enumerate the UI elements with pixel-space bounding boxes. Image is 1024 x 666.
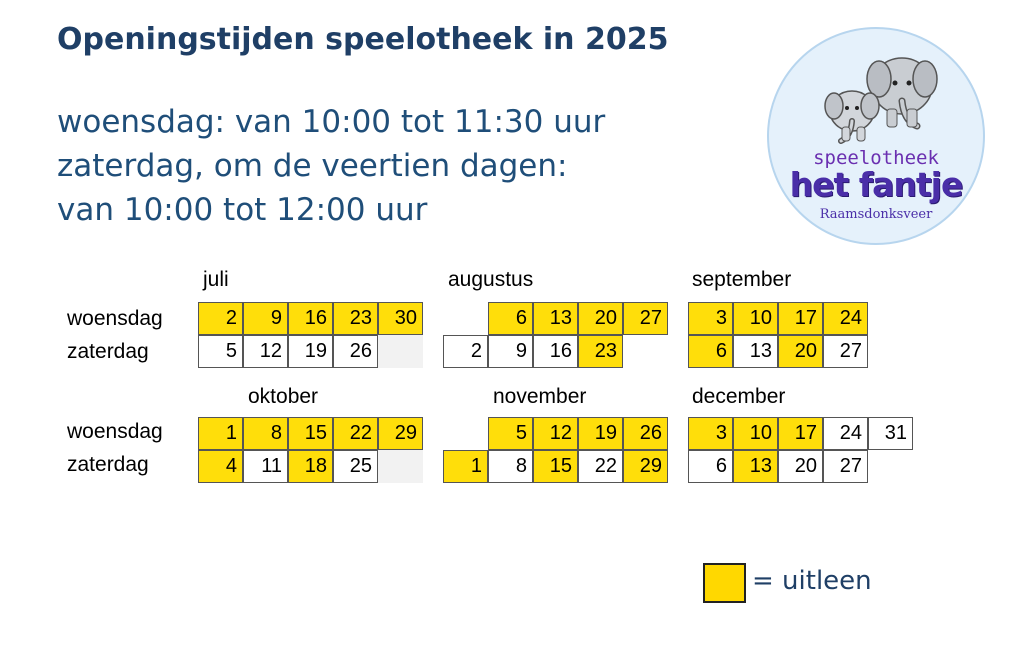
date-cell-uitleen: 13 <box>733 450 778 483</box>
date-cell-uitleen: 16 <box>288 302 333 335</box>
month-header-november: november <box>493 385 587 408</box>
month-header-december: december <box>692 385 786 408</box>
date-cell-uitleen: 5 <box>488 417 533 450</box>
date-cell: 27 <box>823 335 868 368</box>
logo-text-location: Raamsdonksveer <box>819 207 933 222</box>
date-cell: 16 <box>533 335 578 368</box>
date-cell: 19 <box>288 335 333 368</box>
date-cell-uitleen: 19 <box>578 417 623 450</box>
date-cell-uitleen: 10 <box>733 302 778 335</box>
intro-line-saturday: zaterdag, om de veertien dagen: <box>57 148 568 184</box>
row-label-saturday-1: zaterdag <box>67 340 149 363</box>
date-cell-uitleen: 1 <box>443 450 488 483</box>
date-cell: 26 <box>333 335 378 368</box>
date-cell-uitleen: 6 <box>488 302 533 335</box>
date-cell: 9 <box>488 335 533 368</box>
date-cell: 20 <box>778 450 823 483</box>
date-cell-uitleen: 8 <box>243 417 288 450</box>
date-cell: 25 <box>333 450 378 483</box>
date-cell-uitleen: 23 <box>578 335 623 368</box>
empty-date-cell <box>378 450 423 483</box>
date-cell-uitleen: 10 <box>733 417 778 450</box>
logo: speelotheek het fantje Raamsdonksveer <box>767 27 985 245</box>
page-title: Openingstijden speelotheek in 2025 <box>57 22 669 57</box>
date-cell: 11 <box>243 450 288 483</box>
intro-line-wednesday: woensdag: van 10:00 tot 11:30 uur <box>57 104 606 140</box>
date-cell-uitleen: 23 <box>333 302 378 335</box>
date-cell-uitleen: 12 <box>533 417 578 450</box>
date-cell-uitleen: 18 <box>288 450 333 483</box>
month-header-juli: juli <box>203 268 229 291</box>
month-header-september: september <box>692 268 792 291</box>
date-cell: 24 <box>823 417 868 450</box>
date-cell-uitleen: 3 <box>688 302 733 335</box>
month-header-augustus: augustus <box>448 268 534 291</box>
empty-date-cell <box>378 335 423 368</box>
date-cell: 13 <box>733 335 778 368</box>
date-cell-uitleen: 29 <box>378 417 423 450</box>
intro-line-saturday-times: van 10:00 tot 12:00 uur <box>57 192 428 228</box>
date-cell: 2 <box>443 335 488 368</box>
date-cell-uitleen: 4 <box>198 450 243 483</box>
date-cell: 27 <box>823 450 868 483</box>
date-cell: 31 <box>868 417 913 450</box>
date-cell-uitleen: 17 <box>778 302 823 335</box>
date-cell-uitleen: 17 <box>778 417 823 450</box>
date-cell-uitleen: 20 <box>778 335 823 368</box>
row-label-wednesday-2: woensdag <box>67 420 163 443</box>
date-cell-uitleen: 24 <box>823 302 868 335</box>
elephants-icon <box>824 57 938 144</box>
date-cell: 5 <box>198 335 243 368</box>
logo-text-speelotheek: speelotheek <box>813 147 939 169</box>
date-cell-uitleen: 27 <box>623 302 668 335</box>
date-cell-uitleen: 26 <box>623 417 668 450</box>
date-cell-uitleen: 9 <box>243 302 288 335</box>
date-cell: 6 <box>688 450 733 483</box>
date-cell: 8 <box>488 450 533 483</box>
date-cell-uitleen: 15 <box>288 417 333 450</box>
logo-text-name: het fantje <box>789 165 964 204</box>
date-cell-uitleen: 20 <box>578 302 623 335</box>
date-cell-uitleen: 1 <box>198 417 243 450</box>
date-cell-uitleen: 6 <box>688 335 733 368</box>
date-cell-uitleen: 30 <box>378 302 423 335</box>
date-cell-uitleen: 13 <box>533 302 578 335</box>
date-cell-uitleen: 3 <box>688 417 733 450</box>
row-label-saturday-2: zaterdag <box>67 453 149 476</box>
date-cell-uitleen: 2 <box>198 302 243 335</box>
date-cell-uitleen: 22 <box>333 417 378 450</box>
opening-hours-text: woensdag: van 10:00 tot 11:30 uur zaterd… <box>57 100 605 232</box>
date-cell-uitleen: 29 <box>623 450 668 483</box>
legend-swatch <box>703 563 746 603</box>
row-label-wednesday-1: woensdag <box>67 307 163 330</box>
date-cell: 22 <box>578 450 623 483</box>
date-cell-uitleen: 15 <box>533 450 578 483</box>
date-cell: 12 <box>243 335 288 368</box>
month-header-oktober: oktober <box>248 385 319 408</box>
legend-label: = uitleen <box>752 566 872 596</box>
